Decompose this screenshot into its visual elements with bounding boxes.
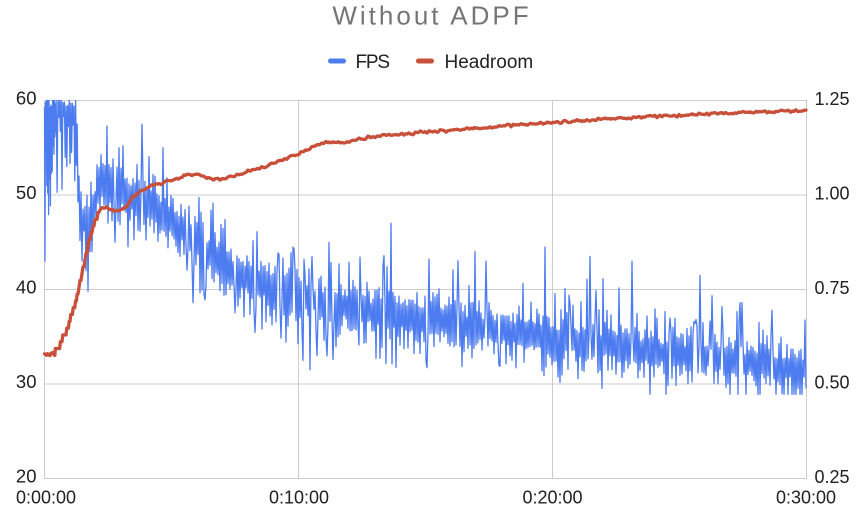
svg-text:0.50: 0.50 xyxy=(815,373,850,393)
svg-text:0:10:00: 0:10:00 xyxy=(269,488,329,508)
svg-text:0:20:00: 0:20:00 xyxy=(522,488,582,508)
svg-text:0:00:00: 0:00:00 xyxy=(16,488,76,508)
svg-text:0.75: 0.75 xyxy=(815,278,850,298)
svg-text:Headroom: Headroom xyxy=(445,52,534,73)
svg-text:Without ADPF: Without ADPF xyxy=(332,1,531,31)
svg-text:20: 20 xyxy=(16,466,37,487)
svg-text:1.25: 1.25 xyxy=(815,89,850,109)
svg-text:50: 50 xyxy=(16,182,37,203)
svg-text:30: 30 xyxy=(16,371,37,392)
svg-text:FPS: FPS xyxy=(356,52,390,73)
svg-text:60: 60 xyxy=(16,88,37,109)
svg-text:1.00: 1.00 xyxy=(815,184,850,204)
svg-text:0.25: 0.25 xyxy=(815,467,850,487)
svg-text:40: 40 xyxy=(16,277,37,298)
svg-text:0:30:00: 0:30:00 xyxy=(776,488,836,508)
